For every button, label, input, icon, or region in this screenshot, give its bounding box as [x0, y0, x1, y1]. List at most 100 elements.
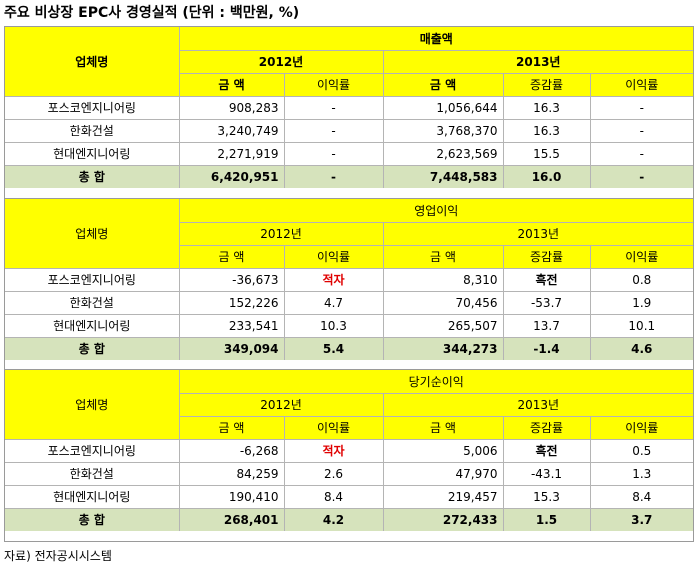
- header-year-2013: 2013년: [382, 221, 694, 246]
- margin-cell: 4.2: [283, 507, 384, 531]
- table-row: 한화건설 3,240,749 - 3,768,370 16.3 -: [5, 118, 694, 143]
- margin-cell: -: [589, 141, 694, 166]
- amount-cell: 190,410: [178, 484, 285, 509]
- table-row: 현대엔지니어링 2,271,919 - 2,623,569 15.5 -: [5, 141, 694, 166]
- total-row: 총 합 6,420,951 - 7,448,583 16.0 -: [5, 164, 694, 188]
- header-year-2013: 2013년: [382, 392, 693, 417]
- margin-cell: -: [283, 118, 384, 143]
- growth-cell: 15.5: [502, 141, 591, 166]
- amount-cell: 908,283: [178, 95, 285, 120]
- amount-cell: 233,541: [178, 313, 285, 338]
- section-operating-profit: 업체명 영업이익 2012년 2013년 금 액 이익률 금 액 증감률 이익률…: [5, 198, 694, 369]
- company-cell: 현대엔지니어링: [5, 313, 180, 338]
- total-row: 총 합 349,094 5.4 344,273 -1.4 4.6: [5, 336, 694, 360]
- amount-cell: -36,673: [178, 267, 285, 292]
- margin-cell: 10.3: [283, 313, 384, 338]
- growth-cell: 1.5: [502, 507, 591, 531]
- amount-cell: 219,457: [382, 484, 504, 509]
- margin-cell: 3.7: [589, 507, 693, 531]
- growth-cell: 15.3: [502, 484, 591, 509]
- header-year-2012: 2012년: [179, 221, 384, 246]
- header-growth: 증감률: [502, 415, 591, 440]
- amount-cell: 8,310: [382, 267, 504, 292]
- section-title: 영업이익: [178, 199, 694, 223]
- company-cell: 포스코엔지니어링: [5, 267, 180, 292]
- margin-cell: 5.4: [283, 336, 384, 360]
- header-amount: 금 액: [179, 415, 285, 440]
- company-cell: 한화건설: [5, 461, 180, 486]
- growth-cell: -43.1: [502, 461, 591, 486]
- amount-cell: 268,401: [178, 507, 285, 531]
- financial-table: 업체명 매출액 2012년 2013년 금 액 이익률 금 액 증감률 이익률 …: [4, 26, 694, 542]
- header-margin: 이익률: [589, 244, 694, 269]
- amount-cell: 265,507: [382, 313, 504, 338]
- growth-cell: 흑전: [502, 267, 591, 292]
- growth-cell: 흑전: [502, 438, 591, 463]
- amount-cell: 70,456: [382, 290, 504, 315]
- company-cell: 포스코엔지니어링: [5, 95, 180, 120]
- amount-cell: 2,271,919: [178, 141, 285, 166]
- table-row: 포스코엔지니어링 -6,268 적자 5,006 흑전 0.5: [5, 438, 693, 463]
- header-amount: 금 액: [382, 244, 504, 269]
- margin-cell: -: [283, 95, 384, 120]
- margin-cell: 1.3: [589, 461, 693, 486]
- growth-cell: -1.4: [502, 336, 591, 360]
- total-row: 총 합 268,401 4.2 272,433 1.5 3.7: [5, 507, 693, 531]
- amount-cell: -6,268: [178, 438, 285, 463]
- header-margin: 이익률: [283, 244, 384, 269]
- header-company: 업체명: [5, 199, 180, 269]
- section-net-income: 업체명 당기순이익 2012년 2013년 금 액 이익률 금 액 증감률 이익…: [5, 369, 693, 540]
- margin-cell: 8.4: [283, 484, 384, 509]
- header-margin: 이익률: [283, 415, 384, 440]
- header-amount: 금 액: [179, 244, 285, 269]
- amount-cell: 2,623,569: [382, 141, 504, 166]
- amount-cell: 3,240,749: [178, 118, 285, 143]
- growth-cell: 16.3: [502, 118, 591, 143]
- company-cell: 포스코엔지니어링: [5, 438, 180, 463]
- growth-cell: -53.7: [502, 290, 591, 315]
- growth-cell: 16.3: [502, 95, 591, 120]
- section-title: 매출액: [178, 27, 694, 51]
- margin-cell: 10.1: [589, 313, 694, 338]
- margin-cell: 적자: [283, 438, 384, 463]
- total-label: 총 합: [5, 336, 180, 360]
- header-margin: 이익률: [283, 72, 384, 97]
- margin-cell: 0.8: [589, 267, 694, 292]
- header-company: 업체명: [5, 370, 180, 440]
- amount-cell: 272,433: [382, 507, 504, 531]
- amount-cell: 47,970: [382, 461, 504, 486]
- table-row: 한화건설 84,259 2.6 47,970 -43.1 1.3: [5, 461, 693, 486]
- company-cell: 현대엔지니어링: [5, 141, 180, 166]
- margin-cell: 4.6: [589, 336, 694, 360]
- amount-cell: 84,259: [178, 461, 285, 486]
- margin-cell: 8.4: [589, 484, 693, 509]
- header-margin: 이익률: [589, 72, 694, 97]
- header-growth: 증감률: [502, 72, 591, 97]
- growth-cell: 16.0: [502, 164, 591, 188]
- amount-cell: 344,273: [382, 336, 504, 360]
- header-amount: 금 액: [179, 72, 285, 97]
- amount-cell: 349,094: [178, 336, 285, 360]
- header-amount: 금 액: [382, 72, 504, 97]
- amount-cell: 6,420,951: [178, 164, 285, 188]
- total-label: 총 합: [5, 164, 180, 188]
- table-row: 현대엔지니어링 233,541 10.3 265,507 13.7 10.1: [5, 313, 694, 338]
- section-title: 당기순이익: [178, 370, 693, 394]
- table-row: 현대엔지니어링 190,410 8.4 219,457 15.3 8.4: [5, 484, 693, 509]
- amount-cell: 7,448,583: [382, 164, 504, 188]
- amount-cell: 5,006: [382, 438, 504, 463]
- company-cell: 현대엔지니어링: [5, 484, 180, 509]
- header-year-2012: 2012년: [179, 392, 384, 417]
- margin-cell: -: [589, 164, 694, 188]
- header-company: 업체명: [5, 27, 180, 97]
- margin-cell: -: [589, 118, 694, 143]
- amount-cell: 1,056,644: [382, 95, 504, 120]
- margin-cell: 0.5: [589, 438, 693, 463]
- margin-cell: -: [283, 164, 384, 188]
- margin-cell: -: [589, 95, 694, 120]
- company-cell: 한화건설: [5, 118, 180, 143]
- header-amount: 금 액: [382, 415, 504, 440]
- header-margin: 이익률: [589, 415, 693, 440]
- amount-cell: 3,768,370: [382, 118, 504, 143]
- source-note: 자료) 전자공시시스템: [4, 549, 112, 563]
